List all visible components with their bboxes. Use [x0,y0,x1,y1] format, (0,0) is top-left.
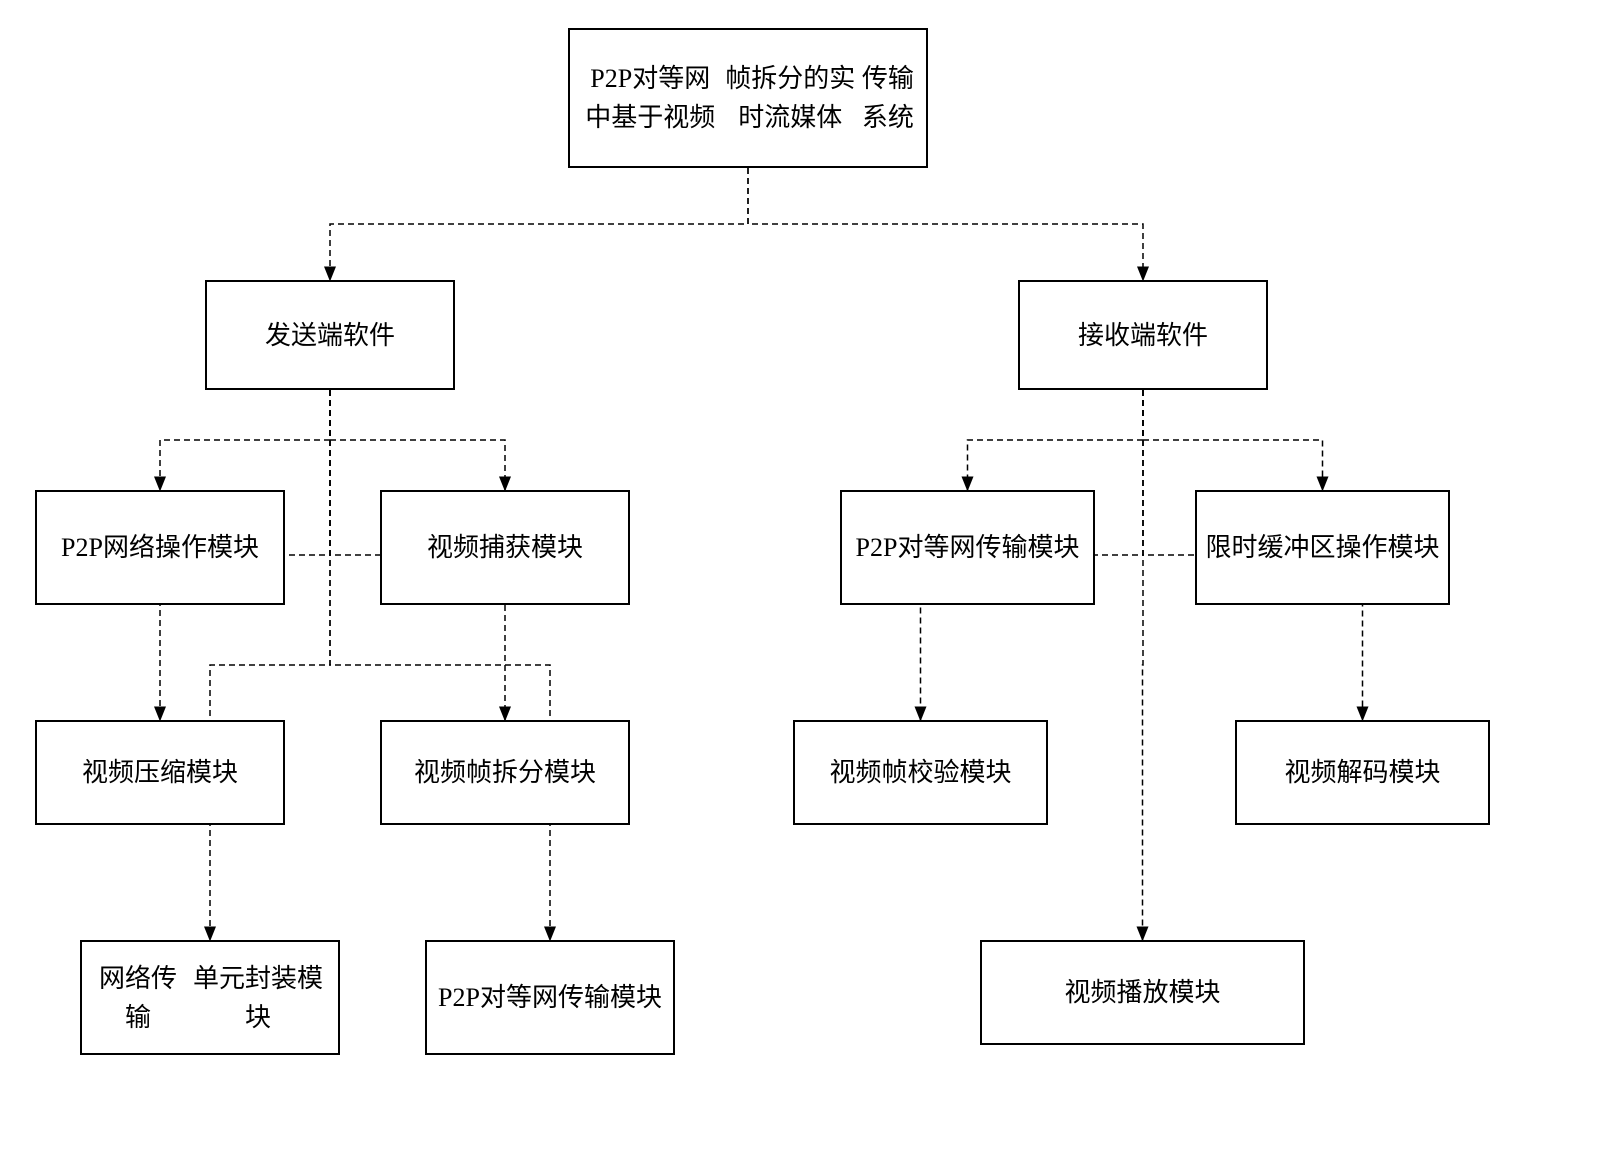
node-label-line: 视频压缩模块 [82,753,238,792]
node-root: P2P对等网中基于视频帧拆分的实时流媒体传输系统 [568,28,928,168]
node-label-line: 传输系统 [858,59,918,137]
node-label-line: 视频帧拆分模块 [414,753,596,792]
node-r1: P2P对等网传输模块 [840,490,1095,605]
node-label-line: P2P对等网中基于视频 [578,59,723,137]
edge-sender-s6 [330,390,550,940]
edge-receiver-r1 [968,390,1144,490]
node-label-line: P2P对等网 [438,978,558,1017]
edge-receiver-r2 [1143,390,1323,490]
edge-sender-s5 [210,390,330,940]
node-s3: 视频压缩模块 [35,720,285,825]
edge-root-receiver [748,168,1143,280]
node-r5: 视频播放模块 [980,940,1305,1045]
node-s6: P2P对等网传输模块 [425,940,675,1055]
edge-root-sender [330,168,748,280]
node-label-line: 接收端软件 [1078,316,1208,355]
node-label-line: 发送端软件 [265,316,395,355]
node-s5: 网络传输单元封装模块 [80,940,340,1055]
node-label-line: 视频捕获模块 [427,528,583,567]
node-label-line: 视频播放模块 [1064,973,1220,1012]
node-label-line: P2P对等网 [856,528,976,567]
node-r2: 限时缓冲区操作模块 [1195,490,1450,605]
flowchart-diagram: P2P对等网中基于视频帧拆分的实时流媒体传输系统发送端软件接收端软件P2P网络操… [20,20,1577,1133]
edge-sender-s2 [330,390,505,490]
node-r3: 视频帧校验模块 [793,720,1048,825]
node-label-line: 传输模块 [558,978,662,1017]
node-r4: 视频解码模块 [1235,720,1490,825]
node-label-line: 视频解码模块 [1284,753,1440,792]
node-s2: 视频捕获模块 [380,490,630,605]
node-label-line: 限时缓冲区 [1205,528,1335,567]
node-label-line: 操作模块 [155,528,259,567]
node-receiver: 接收端软件 [1018,280,1268,390]
node-label-line: 操作模块 [1336,528,1440,567]
node-label-line: 单元封装模块 [186,959,330,1037]
node-s4: 视频帧拆分模块 [380,720,630,825]
node-label-line: 帧拆分的实时流媒体 [723,59,858,137]
node-label-line: 传输模块 [975,528,1079,567]
node-label-line: P2P网络 [61,528,155,567]
node-sender: 发送端软件 [205,280,455,390]
node-label-line: 网络传输 [90,959,186,1037]
node-label-line: 视频帧校验模块 [829,753,1011,792]
node-s1: P2P网络操作模块 [35,490,285,605]
edge-receiver-r5 [1143,390,1144,940]
edge-sender-s1 [160,390,330,490]
